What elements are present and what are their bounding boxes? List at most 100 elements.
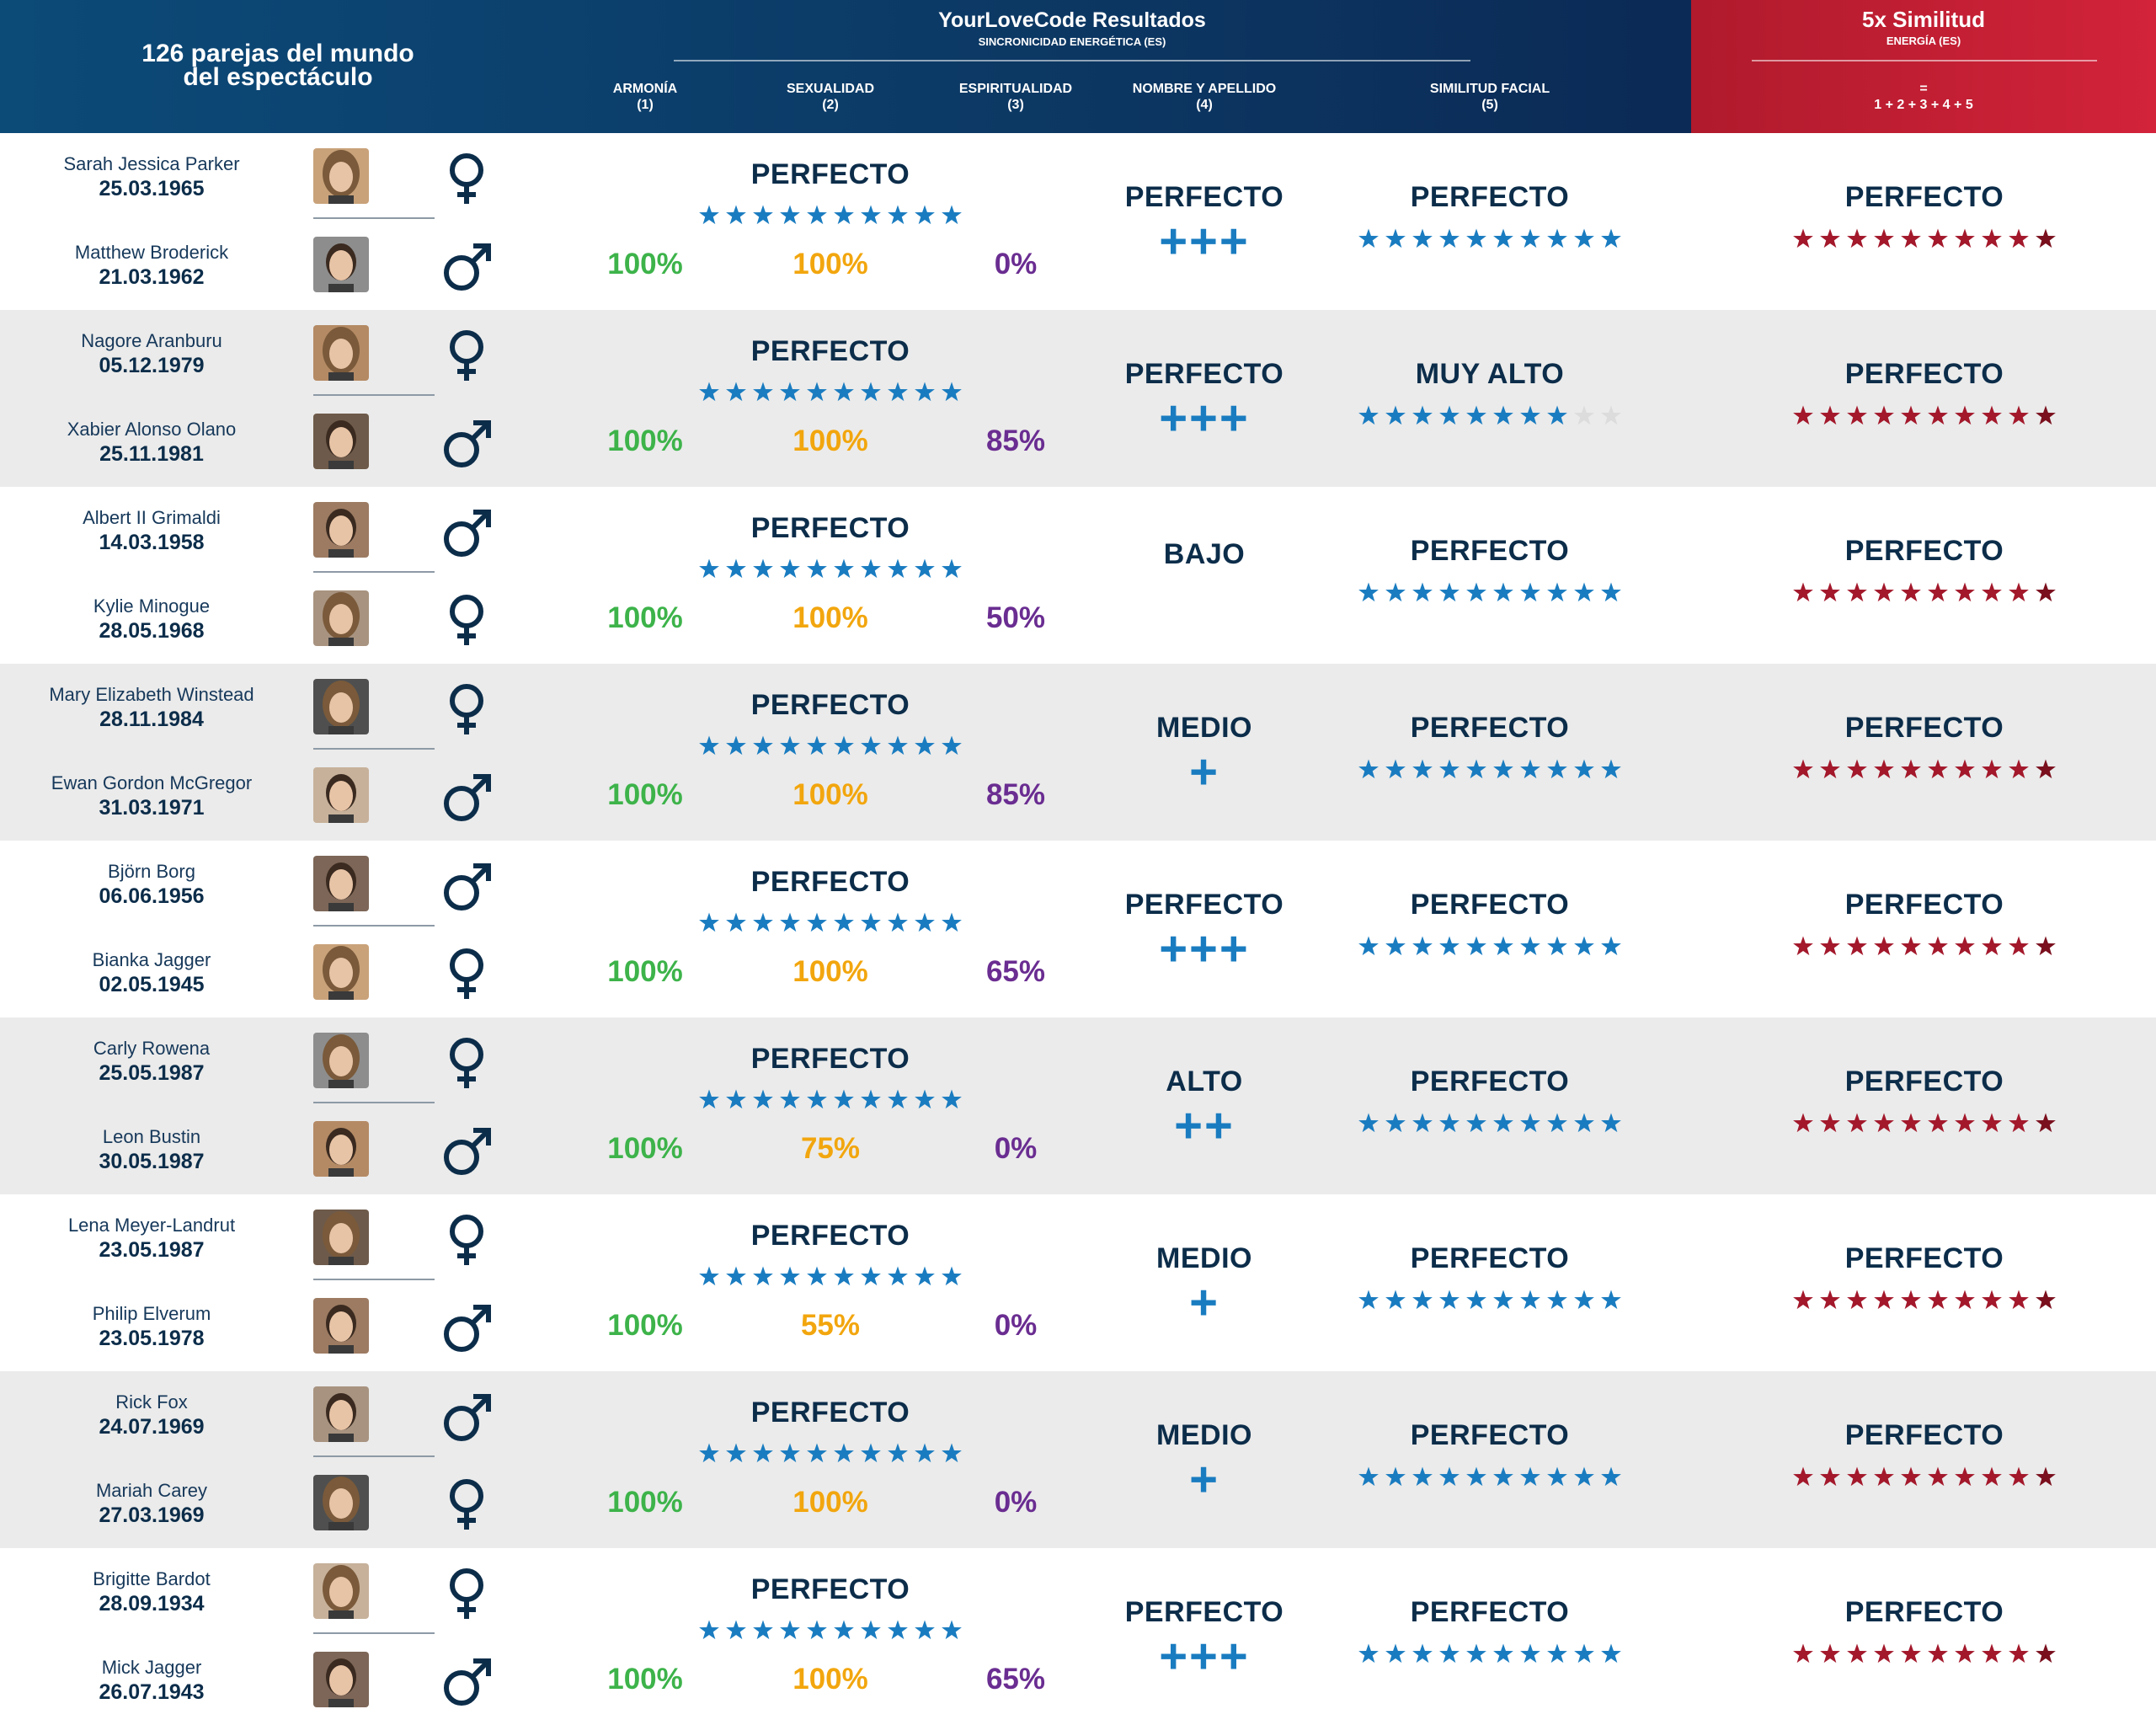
star-filled-icon [1820, 759, 1840, 779]
couple-divider [313, 571, 435, 573]
star-filled-icon [699, 1266, 719, 1286]
star-filled-icon [753, 1089, 773, 1109]
person-birthdate: 30.05.1987 [99, 1150, 205, 1173]
star-filled-icon [834, 735, 854, 756]
armonia-percent: 100% [607, 778, 683, 811]
energy-stars [699, 1266, 962, 1286]
star-filled-icon [1928, 1290, 1948, 1310]
total-stars [1793, 1113, 2056, 1133]
person-birthdate: 21.03.1962 [99, 265, 205, 289]
star-filled-icon [942, 1089, 962, 1109]
star-filled-icon [726, 1443, 746, 1463]
person-birthdate: 23.05.1978 [99, 1327, 205, 1350]
star-filled-icon [1982, 1113, 2002, 1133]
star-filled-icon [1574, 759, 1594, 779]
avatar [313, 767, 369, 823]
star-filled-icon [780, 1266, 800, 1286]
star-filled-icon [888, 912, 908, 932]
summary-subtitle: ENERGÍA (ES) [1886, 35, 1961, 47]
star-filled-icon [1358, 228, 1379, 248]
star-filled-icon [2036, 759, 2056, 779]
star-filled-icon [807, 1620, 827, 1640]
col-header-espiritualidad: ESPIRITUALIDAD (3) [915, 81, 1117, 113]
star-filled-icon [1874, 1643, 1894, 1664]
star-filled-icon [1982, 1643, 2002, 1664]
star-filled-icon [861, 558, 881, 579]
energy-rating-label: PERFECTO [750, 1397, 910, 1429]
star-filled-icon [1574, 1290, 1594, 1310]
person-birthdate: 25.05.1987 [99, 1061, 205, 1085]
star-filled-icon [915, 1089, 935, 1109]
couple-row: Lena Meyer-Landrut 23.05.1987 Philip Elve… [0, 1194, 2156, 1371]
star-filled-icon [1547, 759, 1567, 779]
couple-divider [313, 1455, 435, 1457]
star-filled-icon [753, 558, 773, 579]
couple-row: Mary Elizabeth Winstead 28.11.1984 Ewan G… [0, 664, 2156, 841]
star-filled-icon [888, 1089, 908, 1109]
star-filled-icon [888, 1443, 908, 1463]
star-filled-icon [1847, 1290, 1867, 1310]
male-symbol-icon [444, 774, 491, 821]
star-filled-icon [1385, 405, 1406, 425]
female-symbol-icon [450, 595, 483, 645]
star-filled-icon [1820, 1643, 1840, 1664]
star-filled-icon [1874, 936, 1894, 956]
star-filled-icon [1520, 405, 1540, 425]
armonia-percent: 100% [607, 425, 683, 457]
star-filled-icon [915, 735, 935, 756]
star-filled-icon [1439, 228, 1460, 248]
name-rating-label: PERFECTO [1124, 181, 1284, 213]
name-rating-label: MEDIO [1156, 1419, 1252, 1451]
star-filled-icon [1574, 1643, 1594, 1664]
energy-stars [699, 382, 962, 402]
sexualidad-percent: 75% [800, 1132, 861, 1165]
star-filled-icon [1358, 1643, 1379, 1664]
star-filled-icon [2036, 582, 2056, 602]
person-birthdate: 26.07.1943 [99, 1680, 205, 1704]
star-filled-icon [1793, 936, 1813, 956]
star-filled-icon [1928, 582, 1948, 602]
person-name: Philip Elverum [92, 1303, 211, 1324]
person-birthdate: 28.09.1934 [99, 1592, 205, 1616]
person-birthdate: 14.03.1958 [99, 531, 205, 554]
star-filled-icon [942, 205, 962, 225]
total-rating-label: PERFECTO [1844, 889, 2004, 921]
face-stars [1358, 759, 1621, 779]
star-filled-icon [1520, 582, 1540, 602]
star-filled-icon [1928, 759, 1948, 779]
col-header-num: (5) [1481, 98, 1498, 112]
armonia-percent: 100% [607, 1132, 683, 1165]
star-filled-icon [915, 558, 935, 579]
star-filled-icon [1412, 582, 1433, 602]
star-filled-icon [753, 735, 773, 756]
star-filled-icon [1847, 936, 1867, 956]
star-filled-icon [1928, 1466, 1948, 1487]
star-filled-icon [942, 735, 962, 756]
face-rating-label: PERFECTO [1410, 712, 1570, 744]
star-filled-icon [888, 558, 908, 579]
star-filled-icon [2036, 1290, 2056, 1310]
person-birthdate: 28.11.1984 [99, 708, 204, 731]
person-birthdate: 23.05.1987 [99, 1238, 205, 1262]
summary-title: 5x Similitud [1862, 7, 1985, 32]
couple-row: Sarah Jessica Parker 25.03.1965 Matthew B… [0, 133, 2156, 310]
summary-equals: = [1919, 82, 1928, 96]
face-rating-label: PERFECTO [1410, 1065, 1570, 1097]
star-filled-icon [1574, 1113, 1594, 1133]
star-filled-icon [1901, 936, 1921, 956]
star-filled-icon [1955, 1290, 1975, 1310]
star-filled-icon [1520, 228, 1540, 248]
star-filled-icon [915, 205, 935, 225]
avatar [313, 944, 369, 1000]
star-filled-icon [861, 1620, 881, 1640]
star-filled-icon [888, 735, 908, 756]
person-name: Leon Bustin [102, 1126, 201, 1147]
energy-stars [699, 912, 962, 932]
person-birthdate: 05.12.1979 [99, 354, 205, 377]
star-filled-icon [1493, 405, 1513, 425]
espiritualidad-percent: 0% [994, 1309, 1038, 1342]
person-name: Carly Rowena [93, 1038, 211, 1059]
espiritualidad-percent: 85% [985, 425, 1046, 457]
name-rating-label: PERFECTO [1124, 358, 1284, 390]
star-filled-icon [1466, 759, 1486, 779]
